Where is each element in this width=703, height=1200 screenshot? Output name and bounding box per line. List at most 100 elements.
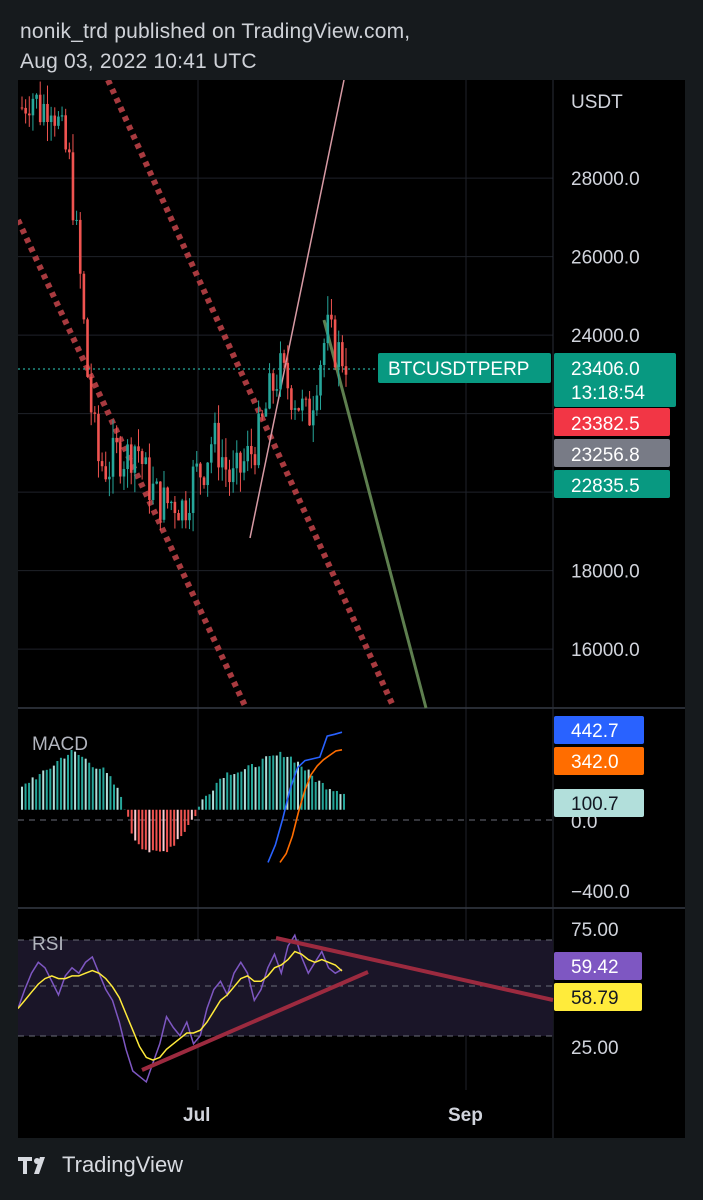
candle[interactable] [184, 491, 188, 529]
candle-body[interactable] [199, 463, 202, 478]
candle-body[interactable] [337, 342, 341, 368]
macd-histogram-bar[interactable] [297, 761, 299, 810]
candle[interactable] [129, 437, 133, 485]
rsi-pane[interactable]: RSI 75.00 25.00 59.42 58.79 [18, 920, 642, 1084]
candle[interactable] [253, 446, 257, 475]
candle-body[interactable] [257, 413, 260, 466]
candle-body[interactable] [344, 366, 348, 375]
candle[interactable] [93, 406, 97, 423]
candle-body[interactable] [108, 476, 111, 480]
candle[interactable] [86, 317, 89, 378]
macd-histogram-bar[interactable] [105, 773, 108, 810]
candle[interactable] [89, 363, 93, 426]
candle-body[interactable] [268, 373, 271, 409]
macd-histogram-bar[interactable] [155, 809, 158, 851]
macd-histogram-bar[interactable] [137, 809, 140, 845]
candle-body[interactable] [140, 451, 144, 464]
macd-histogram-bar[interactable] [81, 756, 84, 810]
candle-body[interactable] [42, 103, 46, 123]
candle[interactable] [166, 486, 169, 509]
candle[interactable] [304, 396, 308, 407]
candle-body[interactable] [64, 115, 67, 150]
candle-body[interactable] [246, 446, 250, 462]
candle-body[interactable] [68, 149, 71, 153]
candle[interactable] [111, 419, 115, 494]
candle[interactable] [271, 369, 275, 404]
candle[interactable] [206, 462, 209, 497]
macd-histogram-bar[interactable] [144, 809, 147, 850]
red-price-tag[interactable] [554, 408, 670, 436]
candle[interactable] [162, 470, 166, 523]
candle-body[interactable] [148, 457, 151, 500]
candle-body[interactable] [144, 457, 148, 464]
candle[interactable] [322, 338, 326, 378]
symbol-tag[interactable] [378, 353, 551, 383]
candle[interactable] [260, 410, 264, 421]
histogram-value-tag[interactable] [554, 789, 644, 817]
macd-histogram-bar[interactable] [70, 749, 73, 810]
candle[interactable] [228, 459, 231, 496]
candle-body[interactable] [286, 362, 290, 389]
macd-histogram-bar[interactable] [169, 809, 172, 847]
candle[interactable] [344, 348, 348, 387]
candle[interactable] [177, 509, 180, 521]
candle[interactable] [319, 360, 322, 410]
macd-histogram-bar[interactable] [67, 754, 69, 810]
macd-histogram-bar[interactable] [187, 809, 190, 826]
macd-histogram-bar[interactable] [127, 809, 130, 817]
candle-body[interactable] [191, 466, 195, 513]
macd-histogram-bar[interactable] [307, 769, 310, 810]
candle[interactable] [122, 461, 126, 490]
candle[interactable] [308, 391, 311, 426]
candle[interactable] [49, 106, 53, 141]
candle-body[interactable] [93, 412, 97, 414]
footer-brand[interactable]: TradingView [62, 1152, 184, 1177]
candle-body[interactable] [71, 152, 75, 221]
candle-body[interactable] [57, 116, 60, 126]
projection-line[interactable] [322, 319, 428, 709]
candle-body[interactable] [115, 437, 118, 443]
rsi-resistance-trendline[interactable] [275, 936, 554, 1002]
candle-body[interactable] [279, 353, 282, 390]
candle-body[interactable] [78, 219, 82, 274]
macd-histogram-bar[interactable] [190, 809, 193, 820]
macd-histogram-bar[interactable] [335, 790, 338, 810]
candle[interactable] [137, 429, 140, 463]
candle-body[interactable] [151, 483, 155, 500]
candle-body[interactable] [155, 481, 158, 484]
macd-histogram-bar[interactable] [208, 794, 211, 810]
candle-body[interactable] [89, 376, 93, 413]
macd-line[interactable] [267, 731, 343, 863]
macd-histogram-bar[interactable] [222, 777, 225, 810]
candle-body[interactable] [53, 115, 57, 126]
macd-histogram-bar[interactable] [318, 780, 321, 810]
candle-body[interactable] [177, 513, 180, 521]
candle[interactable] [38, 81, 42, 126]
candle-body[interactable] [217, 422, 220, 468]
macd-histogram-bar[interactable] [63, 758, 66, 810]
macd-histogram-bar[interactable] [332, 791, 335, 810]
macd-histogram-bar[interactable] [88, 762, 91, 810]
candle[interactable] [326, 296, 330, 351]
macd-histogram-bar[interactable] [130, 809, 133, 834]
candle-body[interactable] [220, 457, 224, 468]
macd-histogram-bar[interactable] [52, 765, 55, 810]
candle[interactable] [68, 142, 71, 160]
macd-histogram-bar[interactable] [91, 767, 94, 810]
candle[interactable] [213, 412, 217, 453]
candle-body[interactable] [293, 408, 297, 410]
candle[interactable] [104, 451, 108, 482]
macd-histogram-bar[interactable] [31, 777, 34, 810]
candle[interactable] [210, 436, 213, 474]
candle[interactable] [290, 385, 293, 420]
candle-body[interactable] [341, 342, 344, 367]
candle[interactable] [246, 430, 250, 472]
macd-histogram-bar[interactable] [38, 774, 41, 810]
candle-body[interactable] [184, 500, 188, 521]
candle[interactable] [46, 85, 49, 142]
macd-histogram-bar[interactable] [251, 764, 253, 810]
candle[interactable] [169, 500, 173, 511]
macd-histogram-bar[interactable] [24, 783, 27, 810]
macd-histogram-bar[interactable] [275, 755, 278, 810]
macd-histogram-bar[interactable] [173, 809, 176, 846]
